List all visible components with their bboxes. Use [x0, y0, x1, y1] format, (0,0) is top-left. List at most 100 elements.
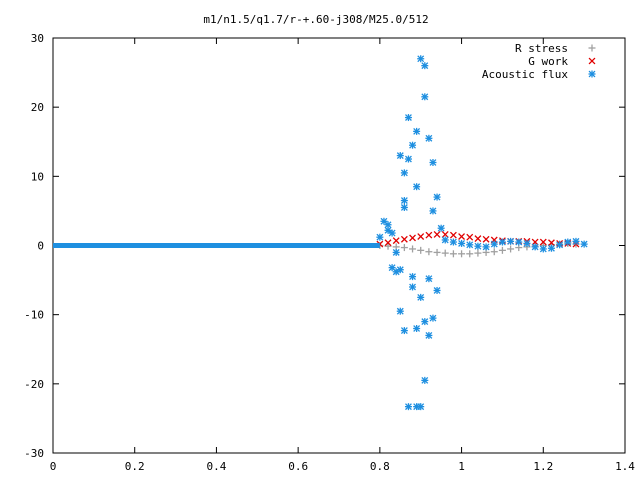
y-tick-label: 10: [31, 170, 44, 183]
data-point: [580, 240, 588, 248]
x-tick-label: 1.2: [533, 460, 553, 473]
data-point: [417, 293, 425, 301]
data-point: [409, 245, 417, 253]
data-point: [490, 248, 498, 256]
zero-band: [53, 243, 380, 248]
data-point: [433, 230, 441, 238]
data-point: [449, 238, 457, 246]
data-point: [474, 235, 482, 243]
data-point: [474, 249, 482, 257]
data-point: [490, 240, 498, 248]
y-tick-label: 20: [31, 101, 44, 114]
data-point: [388, 229, 396, 237]
data-point: [417, 233, 425, 240]
data-point: [384, 242, 392, 250]
legend-marker-0: [588, 44, 596, 52]
data-point: [400, 327, 408, 335]
series-1: [376, 230, 580, 248]
data-point: [376, 233, 384, 241]
data-point: [425, 331, 433, 339]
data-point: [413, 183, 421, 191]
data-point: [384, 239, 392, 247]
data-point: [548, 239, 555, 247]
data-point: [539, 245, 547, 253]
data-point: [380, 217, 388, 225]
data-point: [564, 238, 572, 246]
data-point: [384, 221, 392, 229]
data-point: [523, 239, 531, 247]
legend-marker-2: [588, 70, 596, 78]
data-point: [417, 246, 425, 254]
data-point: [413, 403, 421, 411]
data-point: [539, 238, 547, 246]
data-point: [498, 246, 506, 254]
data-point: [482, 235, 490, 243]
legend: R stress G work Acoustic flux: [482, 42, 596, 81]
data-point: [572, 237, 580, 245]
data-point: [433, 193, 441, 201]
data-point: [421, 376, 429, 384]
data-point: [429, 159, 437, 166]
data-point: [441, 236, 449, 244]
data-point: [413, 127, 421, 135]
x-tick-label: 1.4: [615, 460, 635, 473]
data-point: [392, 237, 400, 245]
y-tick-label: 0: [37, 240, 44, 253]
x-tick-label: 0.2: [125, 460, 145, 473]
data-point: [425, 231, 433, 239]
data-point: [441, 230, 449, 238]
y-tick-label: -10: [24, 309, 44, 322]
axis-ticks: 0 0.2 0.4 0.6 0.8 1 1.2 1.4 30 20 10 0 -10 -20 -30: [24, 32, 635, 473]
data-point: [482, 243, 490, 251]
data-point: [400, 169, 408, 177]
data-point: [547, 244, 555, 252]
data-point: [531, 243, 539, 251]
data-point: [429, 314, 437, 322]
x-tick-label: 0.6: [288, 460, 308, 473]
series-2: [53, 55, 588, 411]
data-point: [437, 224, 445, 232]
data-point: [396, 152, 404, 160]
data-point: [404, 403, 412, 411]
data-point: [400, 203, 408, 211]
x-tick-label: 0.4: [206, 460, 226, 473]
data-point: [392, 268, 400, 276]
data-point: [507, 245, 515, 253]
data-point: [429, 207, 437, 215]
data-point: [400, 197, 408, 205]
data-point: [413, 325, 421, 332]
data-point: [498, 238, 506, 246]
data-point: [433, 248, 441, 256]
data-point: [458, 239, 466, 247]
data-point: [474, 242, 482, 250]
data-point: [515, 238, 523, 246]
y-tick-label: -30: [24, 447, 44, 460]
data-point: [400, 244, 408, 252]
data-point: [421, 93, 429, 101]
data-series: [53, 55, 588, 411]
data-point: [466, 233, 474, 241]
x-tick-label: 0: [50, 460, 57, 473]
y-tick-label: 30: [31, 32, 44, 45]
data-point: [466, 250, 474, 258]
data-point: [396, 307, 404, 315]
data-point: [556, 241, 564, 249]
data-point: [449, 250, 457, 258]
data-point: [417, 55, 425, 63]
data-point: [404, 155, 412, 163]
data-point: [466, 241, 474, 249]
data-point: [421, 62, 429, 70]
data-point: [425, 248, 433, 256]
data-point: [458, 233, 466, 240]
legend-marker-1: [588, 57, 596, 65]
data-point: [507, 237, 515, 245]
data-point: [421, 318, 429, 326]
data-point: [400, 235, 408, 243]
y-tick-label: -20: [24, 378, 44, 391]
data-point: [433, 286, 441, 294]
data-point: [425, 275, 433, 283]
data-point: [409, 141, 417, 149]
legend-label-r-stress: R stress: [515, 42, 568, 55]
data-point: [409, 283, 417, 291]
